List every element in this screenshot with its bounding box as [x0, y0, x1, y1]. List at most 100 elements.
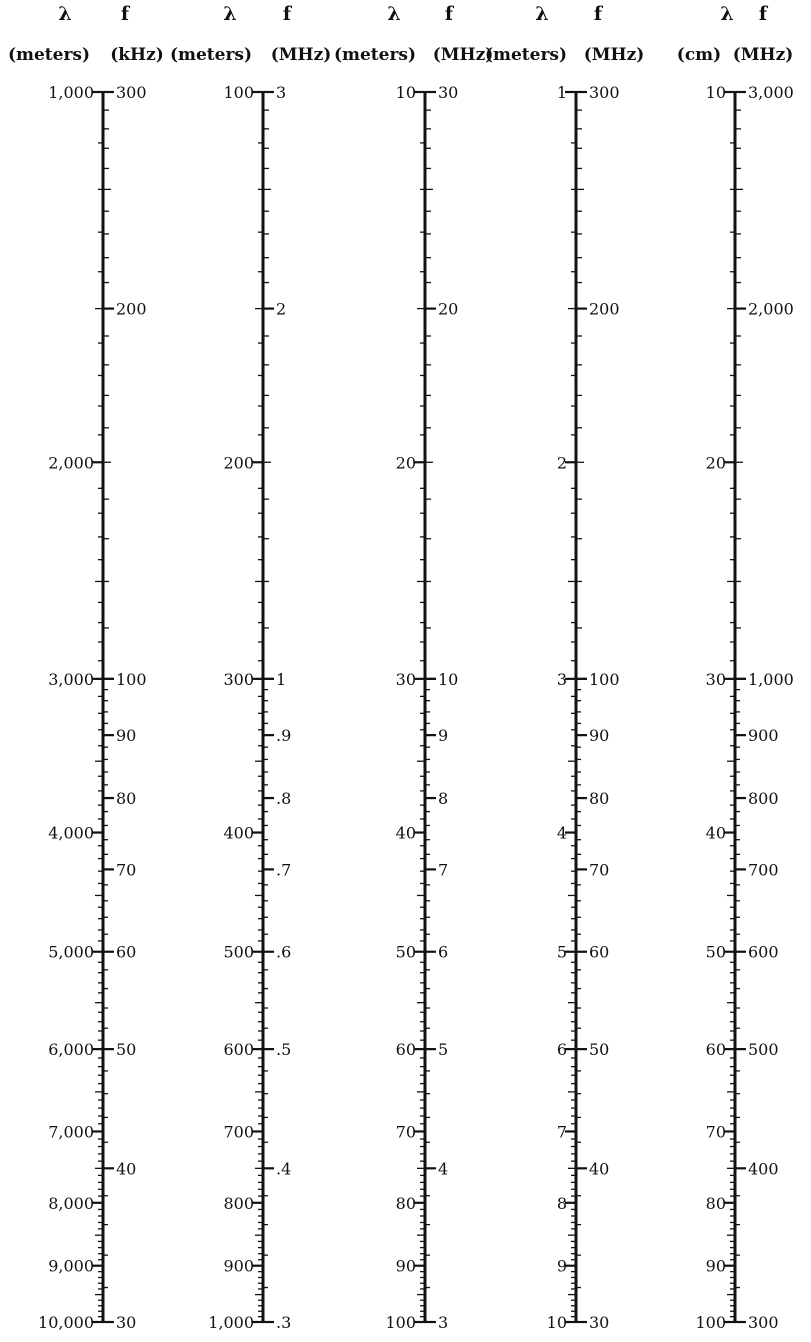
- f-symbol: f: [121, 3, 131, 25]
- f-label: 900: [748, 726, 779, 745]
- f-unit-label: (MHz): [271, 45, 332, 65]
- lambda-label: 10: [706, 83, 726, 102]
- lambda-label: 300: [223, 670, 254, 689]
- scale-4: λ f (meters) (MHz) 1 2 3 4 5 6 7 8 9 10 300 200 100 90 80 7…: [485, 3, 644, 1332]
- f-label: 8: [438, 789, 448, 808]
- f-label: 20: [438, 300, 458, 319]
- lambda-label: 50: [396, 943, 416, 962]
- lambda-label: 10: [396, 83, 416, 102]
- lambda-label: 800: [223, 1194, 254, 1213]
- lambda-label: 700: [223, 1122, 254, 1141]
- f-label: 30: [438, 83, 458, 102]
- lambda-label: 7,000: [48, 1122, 94, 1141]
- lambda-label: 7: [557, 1122, 567, 1141]
- f-label: .5: [276, 1040, 291, 1059]
- lambda-label: 90: [706, 1257, 726, 1276]
- lambda-label: 9,000: [48, 1257, 94, 1276]
- scale-1: λ f (meters) (kHz) 1,000 2,000 3,000 4,000 5,000…: [8, 3, 164, 1332]
- f-label: 50: [116, 1040, 136, 1059]
- lambda-label: 2,000: [48, 453, 94, 472]
- lambda-label: 900: [223, 1257, 254, 1276]
- lambda-label: 60: [396, 1040, 416, 1059]
- f-label: .7: [276, 860, 291, 879]
- f-symbol: f: [759, 3, 769, 25]
- scale-3: λ f (meters) (MHz) 10 20 30 40 50 60 70 80 90 100 30 20…: [334, 3, 493, 1332]
- lambda-label: 100: [223, 83, 254, 102]
- f-unit-label: (MHz): [433, 45, 494, 65]
- f-label: 800: [748, 789, 779, 808]
- lambda-label: 40: [706, 824, 726, 843]
- f-label: 3,000: [748, 83, 794, 102]
- f-unit-label: (MHz): [733, 45, 794, 65]
- lambda-label: 2: [557, 453, 567, 472]
- lambda-symbol: λ: [535, 3, 548, 25]
- f-label: 700: [748, 860, 779, 879]
- f-label: 90: [116, 726, 136, 745]
- f-label: 200: [589, 300, 620, 319]
- f-label: 30: [116, 1313, 136, 1332]
- lambda-label: 600: [223, 1040, 254, 1059]
- f-label: 1,000: [748, 670, 794, 689]
- lambda-unit-label: (meters): [8, 45, 90, 65]
- lambda-symbol: λ: [720, 3, 733, 25]
- lambda-label: 200: [223, 453, 254, 472]
- lambda-label: 6: [557, 1040, 567, 1059]
- f-symbol: f: [283, 3, 293, 25]
- lambda-label: 1,000: [208, 1313, 254, 1332]
- lambda-label: 40: [396, 824, 416, 843]
- f-label: 400: [748, 1159, 779, 1178]
- lambda-symbol: λ: [58, 3, 71, 25]
- lambda-label: 9: [557, 1257, 567, 1276]
- scale-5: λ f (cm) (MHz) 10 20 30 40 50 60 70 80 90 100 3,000 2,0…: [677, 3, 794, 1332]
- lambda-label: 20: [396, 453, 416, 472]
- f-label: 300: [589, 83, 620, 102]
- lambda-unit-label: (meters): [485, 45, 567, 65]
- lambda-label: 90: [396, 1257, 416, 1276]
- f-unit-label: (MHz): [584, 45, 645, 65]
- f-label: 40: [589, 1159, 609, 1178]
- f-label: .6: [276, 943, 291, 962]
- f-label: 10: [438, 670, 458, 689]
- f-label: 9: [438, 726, 448, 745]
- f-label: 7: [438, 860, 448, 879]
- f-unit-label: (kHz): [110, 45, 164, 65]
- lambda-label: 100: [695, 1313, 726, 1332]
- lambda-symbol: λ: [387, 3, 400, 25]
- lambda-unit-label: (cm): [677, 45, 721, 65]
- f-label: 60: [589, 943, 609, 962]
- f-label: 4: [438, 1159, 448, 1178]
- f-label: 6: [438, 943, 448, 962]
- f-symbol: f: [594, 3, 604, 25]
- lambda-symbol: λ: [223, 3, 236, 25]
- f-label: 60: [116, 943, 136, 962]
- f-symbol: f: [445, 3, 455, 25]
- f-label: 30: [589, 1313, 609, 1332]
- lambda-label: 80: [706, 1194, 726, 1213]
- f-label: 90: [589, 726, 609, 745]
- f-label: 40: [116, 1159, 136, 1178]
- lambda-label: 80: [396, 1194, 416, 1213]
- lambda-label: 400: [223, 824, 254, 843]
- lambda-label: 60: [706, 1040, 726, 1059]
- f-label: 80: [589, 789, 609, 808]
- lambda-label: 4: [557, 824, 567, 843]
- f-label: 5: [438, 1040, 448, 1059]
- f-label: 200: [116, 300, 147, 319]
- lambda-unit-label: (meters): [334, 45, 416, 65]
- lambda-label: 3,000: [48, 670, 94, 689]
- f-label: 300: [116, 83, 147, 102]
- lambda-label: 50: [706, 943, 726, 962]
- f-label: .4: [276, 1159, 291, 1178]
- lambda-label: 30: [396, 670, 416, 689]
- f-label: 50: [589, 1040, 609, 1059]
- lambda-label: 4,000: [48, 824, 94, 843]
- lambda-label: 1: [557, 83, 567, 102]
- lambda-label: 70: [396, 1122, 416, 1141]
- f-label: 2,000: [748, 300, 794, 319]
- f-label: .9: [276, 726, 291, 745]
- f-label: 300: [748, 1313, 779, 1332]
- f-label: 1: [276, 670, 286, 689]
- lambda-label: 10: [547, 1313, 567, 1332]
- f-label: 600: [748, 943, 779, 962]
